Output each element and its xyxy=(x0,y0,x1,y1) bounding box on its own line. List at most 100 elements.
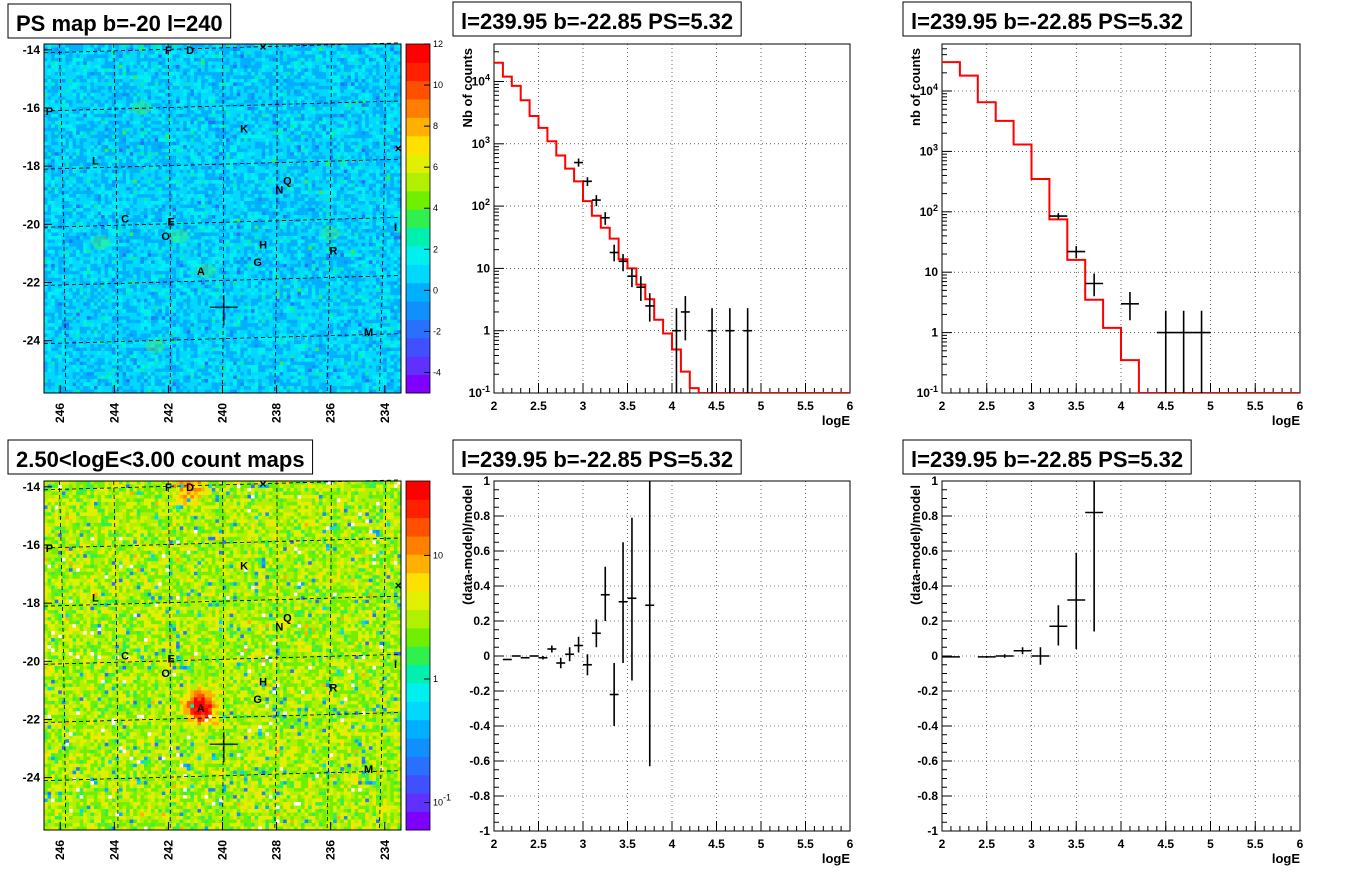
heatmap-cell xyxy=(69,142,73,146)
heatmap-cell xyxy=(194,180,198,184)
heatmap-cell xyxy=(158,330,162,334)
heatmap-cell xyxy=(165,260,169,264)
heatmap-cell xyxy=(176,278,180,282)
heatmap-cell xyxy=(48,358,52,362)
heatmap-cell xyxy=(194,51,198,55)
heatmap-cell xyxy=(162,212,166,216)
heatmap-cell xyxy=(87,89,91,93)
heatmap-cell xyxy=(169,306,173,310)
heatmap-cell xyxy=(130,121,134,125)
heatmap-cell xyxy=(115,358,119,362)
heatmap-cell xyxy=(219,75,223,79)
heatmap-cell xyxy=(94,128,98,132)
heatmap-cell xyxy=(108,372,112,376)
heatmap-cell xyxy=(180,96,184,100)
heatmap-cell xyxy=(51,61,55,65)
heatmap-cell xyxy=(87,306,91,310)
heatmap-cell xyxy=(162,299,166,303)
heatmap-cell xyxy=(119,327,123,331)
heatmap-cell xyxy=(148,187,152,191)
heatmap-cell xyxy=(105,274,109,278)
heatmap-cell xyxy=(48,208,52,212)
heatmap-cell xyxy=(205,156,209,160)
heatmap-cell xyxy=(198,124,202,128)
heatmap-cell xyxy=(112,334,116,338)
heatmap-cell xyxy=(69,271,73,275)
heatmap-cell xyxy=(73,163,77,167)
heatmap-cell xyxy=(158,313,162,317)
heatmap-cell xyxy=(58,376,62,380)
heatmap-cell xyxy=(137,355,141,359)
heatmap-cell xyxy=(83,187,87,191)
heatmap-cell xyxy=(173,44,177,48)
heatmap-cell xyxy=(123,177,127,181)
heatmap-cell xyxy=(151,135,155,139)
heatmap-cell xyxy=(105,93,109,97)
heatmap-cell xyxy=(80,372,84,376)
heatmap-cell xyxy=(101,103,105,107)
heatmap-cell xyxy=(198,58,202,62)
heatmap-cell xyxy=(80,323,84,327)
heatmap-cell xyxy=(126,253,130,257)
heatmap-cell xyxy=(215,201,219,205)
heatmap-cell xyxy=(58,222,62,226)
heatmap-cell xyxy=(48,253,52,257)
heatmap-cell xyxy=(144,225,148,229)
heatmap-cell xyxy=(133,253,137,257)
heatmap-cell xyxy=(148,173,152,177)
heatmap-cell xyxy=(137,365,141,369)
heatmap-cell xyxy=(76,299,80,303)
heatmap-cell xyxy=(176,253,180,257)
heatmap-cell xyxy=(58,327,62,331)
heatmap-cell xyxy=(194,72,198,76)
heatmap-cell xyxy=(180,285,184,289)
heatmap-cell xyxy=(69,156,73,160)
heatmap-cell xyxy=(158,117,162,121)
heatmap-cell xyxy=(133,114,137,118)
heatmap-cell xyxy=(112,327,116,331)
heatmap-cell xyxy=(180,316,184,320)
heatmap-cell xyxy=(123,149,127,153)
heatmap-cell xyxy=(187,376,191,380)
heatmap-cell xyxy=(65,54,69,58)
heatmap-cell xyxy=(173,316,177,320)
heatmap-cell xyxy=(173,376,177,380)
heatmap-cell xyxy=(208,121,212,125)
heatmap-cell xyxy=(151,198,155,202)
heatmap-cell xyxy=(144,131,148,135)
heatmap-cell xyxy=(180,191,184,195)
heatmap-cell xyxy=(58,219,62,223)
heatmap-cell xyxy=(137,138,141,142)
heatmap-cell xyxy=(148,177,152,181)
heatmap-cell xyxy=(162,215,166,219)
heatmap-cell xyxy=(58,194,62,198)
heatmap-cell xyxy=(137,205,141,209)
heatmap-cell xyxy=(133,61,137,65)
heatmap-cell xyxy=(80,124,84,128)
heatmap-cell xyxy=(205,61,209,65)
heatmap-cell xyxy=(205,372,209,376)
heatmap-cell xyxy=(80,383,84,387)
heatmap-cell xyxy=(105,184,109,188)
heatmap-cell xyxy=(112,295,116,299)
heatmap-cell xyxy=(105,358,109,362)
heatmap-cell xyxy=(190,386,194,390)
heatmap-cell xyxy=(187,61,191,65)
heatmap-cell xyxy=(101,194,105,198)
heatmap-cell xyxy=(144,54,148,58)
heatmap-cell xyxy=(108,281,112,285)
heatmap-cell xyxy=(55,320,59,324)
heatmap-cell xyxy=(119,194,123,198)
heatmap-cell xyxy=(119,72,123,76)
heatmap-cell xyxy=(140,330,144,334)
heatmap-cell xyxy=(151,274,155,278)
heatmap-cell xyxy=(90,187,94,191)
heatmap-cell xyxy=(44,145,48,149)
heatmap-cell xyxy=(101,187,105,191)
heatmap-cell xyxy=(183,100,187,104)
heatmap-cell xyxy=(126,128,130,132)
heatmap-cell xyxy=(144,243,148,247)
heatmap-cell xyxy=(187,180,191,184)
heatmap-cell xyxy=(101,68,105,72)
heatmap-cell xyxy=(194,82,198,86)
